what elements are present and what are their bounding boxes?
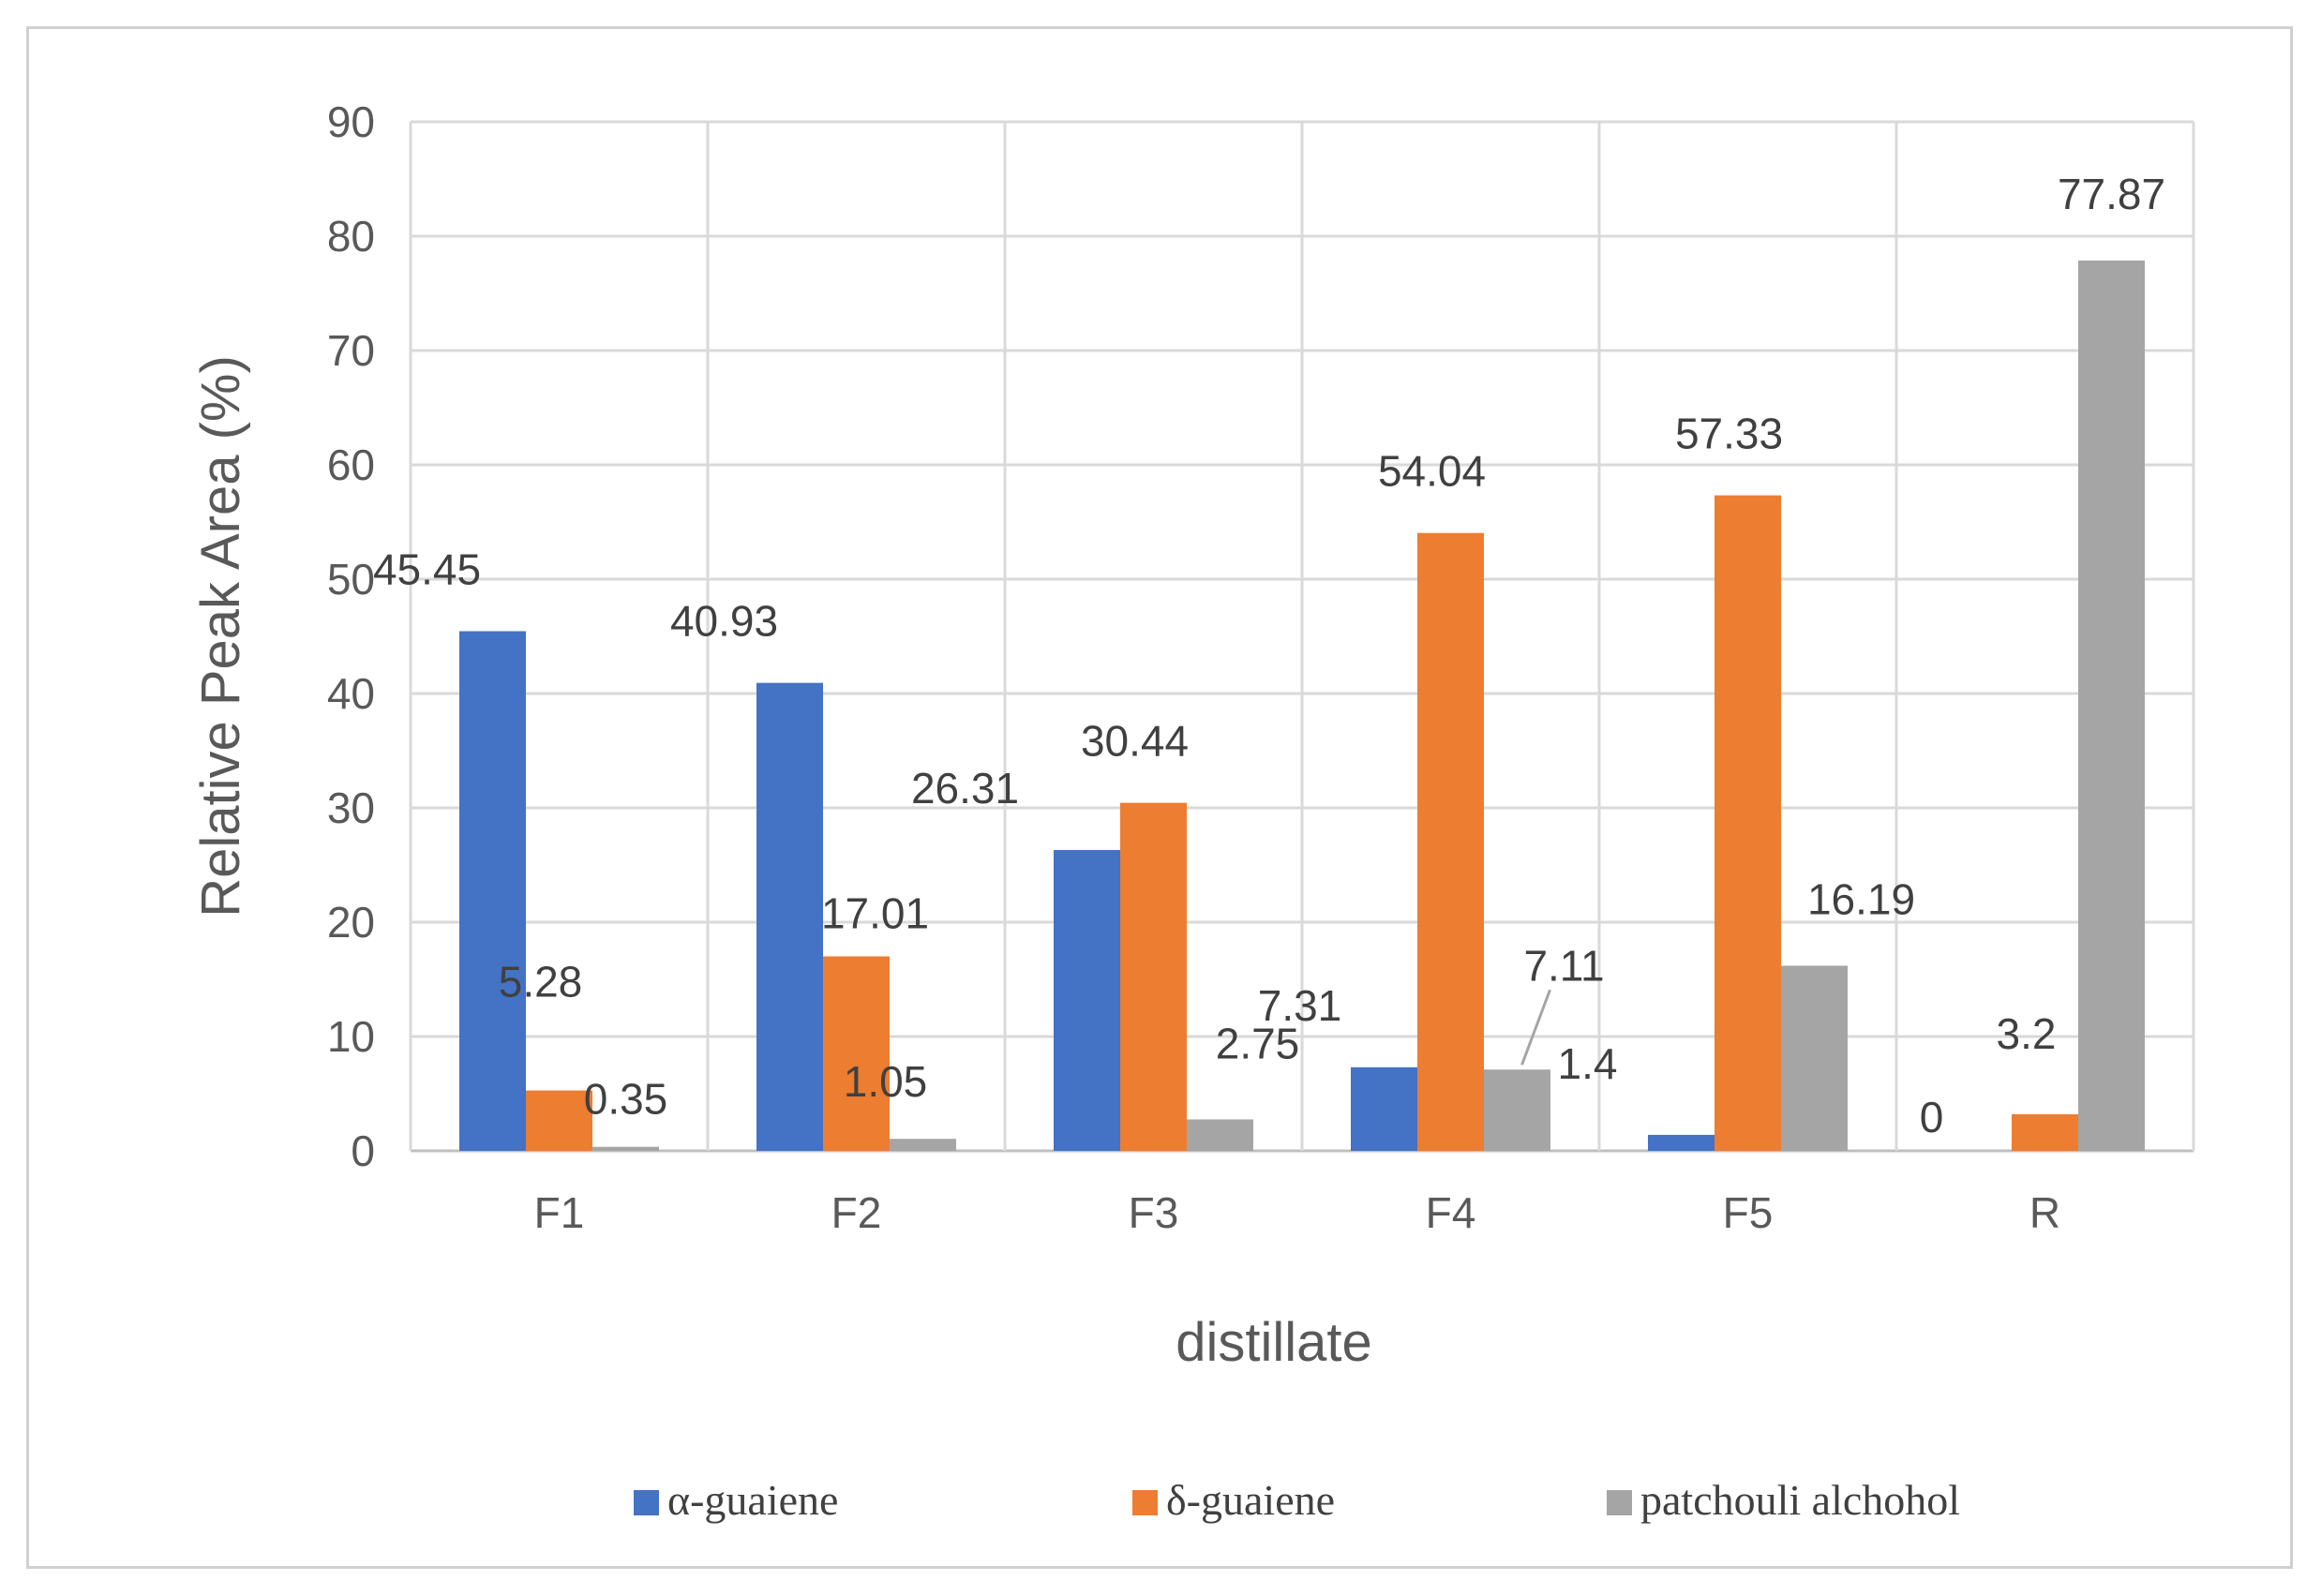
data-label: 1.05 (844, 1057, 928, 1106)
x-tick-label: F4 (1426, 1188, 1476, 1237)
y-axis-title: Relative Peak Area (%) (190, 355, 251, 917)
y-tick-label: 10 (327, 1012, 375, 1061)
bar-1-f1 (459, 631, 526, 1151)
data-labels: 45.45 40.93 26.31 7.31 1.4 0 5.28 17.01 30.44 54.… (373, 170, 2165, 1141)
chart-frame (26, 26, 2293, 1569)
bar-2-f2 (823, 956, 890, 1151)
y-tick-label: 70 (327, 326, 375, 375)
legend-label-3: patchouli alchohol (1640, 1476, 1960, 1524)
leader-line (1520, 989, 1551, 1066)
legend-swatch-1 (634, 1490, 659, 1515)
data-label: 77.87 (2058, 170, 2165, 218)
data-label: 1.4 (1558, 1039, 1618, 1088)
bar-2-f4 (1417, 532, 1484, 1151)
data-label: 54.04 (1378, 447, 1486, 496)
y-tick-label: 60 (327, 440, 375, 489)
legend-swatch-2 (1132, 1490, 1158, 1515)
y-axis-ticks: 0 10 20 30 40 50 60 70 80 90 (327, 97, 375, 1175)
y-tick-label: 50 (327, 555, 375, 604)
x-tick-label: F1 (534, 1188, 585, 1237)
legend-label-1: α-guaiene (667, 1476, 838, 1524)
data-label: 2.75 (1216, 1019, 1300, 1067)
y-tick-label: 80 (327, 212, 375, 261)
y-tick-label: 20 (327, 898, 375, 947)
bar-3-f5 (1781, 965, 1848, 1151)
bars (459, 260, 2145, 1152)
bar-2-f5 (1715, 495, 1781, 1151)
bar-1-f3 (1054, 850, 1120, 1151)
x-tick-label: F2 (831, 1188, 882, 1237)
y-tick-label: 30 (327, 783, 375, 832)
data-label: 3.2 (1997, 1009, 2057, 1058)
legend-label-2: δ-guaiene (1166, 1476, 1335, 1524)
data-label: 45.45 (373, 545, 481, 594)
data-label: 17.01 (821, 888, 929, 937)
x-axis-ticks: F1 F2 F3 F4 F5 R (534, 1188, 2060, 1237)
data-label: 5.28 (499, 958, 583, 1007)
bar-2-f3 (1120, 802, 1187, 1151)
x-axis-title: distillate (1175, 1312, 1372, 1373)
data-label: 0.35 (584, 1075, 668, 1124)
bar-1-f4 (1351, 1066, 1417, 1151)
bar-3-f4 (1484, 1069, 1550, 1151)
legend: α-guaiene δ-guaiene patchouli alchohol (634, 1476, 1960, 1524)
gridlines (409, 120, 2195, 1153)
leader-lines (1520, 989, 1551, 1066)
y-tick-label: 90 (327, 97, 375, 146)
bar-2-f1 (526, 1090, 592, 1151)
data-label: 7.11 (1523, 941, 1604, 990)
data-label: 40.93 (670, 597, 778, 646)
bar-2-r (2012, 1113, 2078, 1151)
data-label: 57.33 (1675, 410, 1783, 458)
bar-3-f3 (1187, 1119, 1253, 1151)
data-label: 0 (1920, 1093, 1944, 1141)
y-tick-label: 40 (327, 669, 375, 718)
x-tick-label: F5 (1723, 1188, 1774, 1237)
bar-1-f5 (1648, 1134, 1715, 1151)
bar-3-r (2078, 260, 2145, 1152)
bar-3-f1 (592, 1146, 659, 1151)
bar-3-f2 (890, 1139, 956, 1151)
data-label: 16.19 (1807, 874, 1915, 923)
legend-swatch-3 (1607, 1490, 1632, 1515)
x-tick-label: F3 (1129, 1188, 1179, 1237)
x-tick-label: R (2029, 1188, 2060, 1237)
data-label: 30.44 (1081, 717, 1189, 766)
y-tick-label: 0 (351, 1126, 375, 1175)
data-label: 7.31 (1258, 981, 1342, 1030)
data-label: 26.31 (911, 764, 1019, 813)
bar-1-f2 (756, 682, 823, 1151)
